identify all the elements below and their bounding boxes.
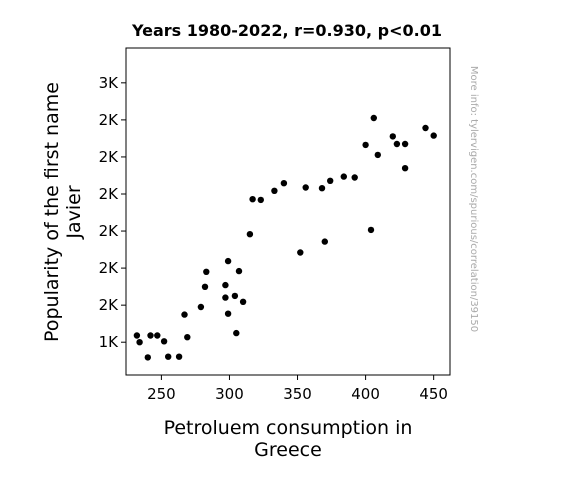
y-axis: 1K 2K 2K 2K 2K 2K 2K 3K (99, 74, 126, 351)
y-axis-label-line-2: Javier (63, 185, 85, 239)
data-point (297, 249, 304, 256)
y-tick-label: 2K (99, 222, 120, 240)
chart-title: Years 1980-2022, r=0.930, p<0.01 (131, 21, 442, 40)
data-point (374, 151, 381, 159)
x-axis: 250 300 350 400 450 (147, 375, 448, 403)
y-tick-label: 3K (99, 74, 120, 92)
data-point (370, 114, 377, 122)
data-point (430, 132, 437, 139)
data-point (246, 231, 254, 238)
data-point (222, 281, 229, 289)
data-points (133, 114, 437, 361)
plot-area: 250 300 350 400 450 1K 2K 2K 2K 2K 2K 2K 3K (99, 47, 451, 403)
data-point (318, 185, 326, 192)
x-tick-label: 350 (283, 385, 312, 403)
data-point (235, 267, 243, 275)
data-point (367, 226, 375, 234)
data-point (257, 196, 264, 204)
y-tick-label: 2K (99, 111, 120, 129)
data-point (201, 283, 209, 290)
data-point (160, 338, 168, 345)
data-point (340, 173, 347, 180)
data-point (362, 141, 369, 149)
data-point (147, 332, 154, 339)
data-point (321, 238, 328, 245)
data-point (351, 174, 358, 181)
data-point (203, 268, 210, 275)
data-point (422, 124, 429, 132)
data-point (389, 133, 396, 140)
data-point (249, 196, 256, 203)
data-point (222, 294, 229, 301)
data-point (271, 187, 278, 194)
data-point (224, 310, 232, 317)
data-point (184, 334, 191, 341)
plot-frame (125, 47, 451, 376)
data-point (401, 165, 409, 172)
x-axis-label-line-1: Petroluem consumption in (164, 417, 413, 439)
data-point (181, 311, 188, 318)
data-point (165, 353, 172, 360)
y-axis-label-line-1: Popularity of the first name (41, 82, 63, 342)
data-point (154, 332, 161, 339)
watermark-text: More info: tylervigen.com/spurious/corre… (468, 66, 479, 332)
y-tick-label: 2K (99, 259, 120, 277)
y-tick-label: 2K (99, 148, 120, 166)
y-tick-label: 2K (99, 296, 120, 314)
data-point (175, 353, 183, 360)
data-point (327, 177, 334, 184)
data-point (239, 298, 247, 305)
watermark-group: More info: tylervigen.com/spurious/corre… (468, 66, 479, 332)
y-tick-label: 2K (99, 185, 120, 203)
x-tick-label: 300 (215, 385, 244, 403)
x-tick-label: 450 (419, 385, 448, 403)
x-tick-label: 400 (351, 385, 380, 403)
data-point (233, 329, 240, 337)
data-point (401, 140, 409, 148)
data-point (197, 303, 205, 311)
data-point (136, 339, 143, 346)
data-point (224, 257, 232, 265)
data-point (231, 292, 239, 300)
data-point (133, 332, 141, 339)
data-point (302, 184, 309, 191)
data-point (393, 140, 401, 148)
data-point (280, 180, 288, 187)
y-axis-label: Popularity of the first name Javier (41, 82, 85, 342)
y-tick-label: 1K (99, 333, 120, 351)
data-point (144, 354, 151, 361)
x-tick-label: 250 (147, 385, 176, 403)
x-axis-label-line-2: Greece (254, 439, 322, 461)
